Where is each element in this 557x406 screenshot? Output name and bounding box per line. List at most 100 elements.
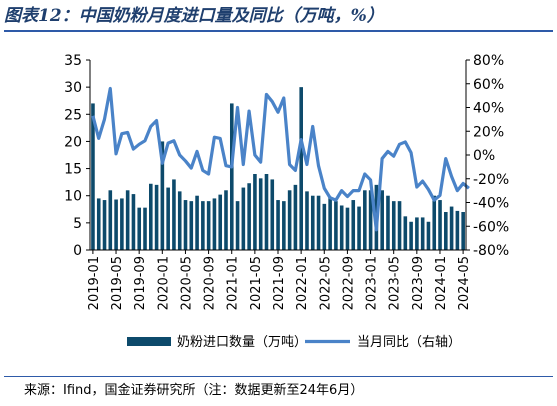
line-series-group — [91, 86, 470, 232]
bar — [177, 191, 182, 250]
chart: 0 5 10 15 20 25 30 35 -80% -60% -40% -20% 0% 20% 40% 60… — [64, 53, 509, 350]
right-tick-label: -40% — [473, 196, 509, 212]
x-tick-label: 2024-05 — [457, 256, 472, 310]
bar — [206, 201, 211, 250]
yoy-line — [91, 86, 470, 232]
x-tick-label: 2022-05 — [318, 256, 333, 310]
left-tick-label: 0 — [73, 243, 82, 259]
right-tick-label: -80% — [473, 243, 509, 259]
bar — [420, 217, 425, 250]
bar — [339, 205, 344, 250]
right-tick-label: 20% — [473, 124, 504, 140]
bar — [316, 195, 321, 250]
bar — [305, 191, 309, 250]
bar — [189, 201, 194, 250]
x-tick-label: 2019-05 — [110, 256, 125, 310]
bar — [172, 179, 176, 250]
bar — [166, 187, 170, 250]
x-tick-label: 2019-01 — [87, 256, 102, 310]
x-tick-label: 2021-09 — [272, 256, 287, 310]
bar — [403, 216, 408, 250]
legend-bar-swatch — [127, 337, 171, 346]
bar — [120, 198, 124, 250]
bar — [270, 179, 275, 250]
bar — [96, 198, 101, 250]
bar — [125, 190, 130, 250]
x-tick-label: 2023-01 — [365, 256, 380, 310]
left-tick-label: 30 — [64, 80, 82, 96]
bar — [415, 217, 419, 250]
x-tick-label: 2021-01 — [226, 256, 241, 310]
bar — [380, 190, 384, 250]
left-tick-label: 10 — [64, 189, 82, 205]
bar — [426, 221, 431, 250]
left-tick-label: 35 — [64, 53, 82, 69]
bar — [235, 201, 240, 250]
legend-bar-label: 奶粉进口数量（万吨） — [177, 335, 307, 350]
bar — [391, 201, 396, 250]
bar — [455, 210, 460, 250]
bar — [299, 87, 303, 250]
x-tick-label: 2020-05 — [179, 256, 194, 310]
x-tick-label: 2024-01 — [434, 256, 449, 310]
bar — [224, 190, 228, 250]
bar — [229, 103, 234, 251]
right-tick-label: 40% — [473, 101, 504, 117]
bar — [334, 201, 338, 250]
source-note: 来源：Ifind，国金证券研究所（注：数据更新至24年6月） — [24, 383, 364, 398]
x-tick-label: 2022-09 — [341, 256, 356, 310]
bar — [108, 190, 113, 250]
bar — [131, 194, 136, 250]
bar — [247, 183, 251, 250]
bar — [363, 190, 367, 250]
right-tick-label: -20% — [473, 172, 509, 188]
bar — [328, 196, 332, 250]
bar — [287, 190, 292, 250]
right-tick-label: 0% — [473, 148, 495, 164]
bar — [357, 206, 361, 250]
bar — [345, 207, 350, 250]
x-tick-label: 2020-09 — [203, 256, 218, 310]
legend: 奶粉进口数量（万吨） 当月同比（右轴） — [127, 335, 461, 350]
bar — [322, 203, 327, 250]
figure-title: 图表12：中国奶粉月度进口量及同比（万吨，%） — [4, 6, 384, 26]
bar — [386, 195, 390, 250]
left-tick-label: 15 — [64, 162, 82, 178]
x-tick-label: 2021-05 — [249, 256, 264, 310]
bar — [438, 200, 442, 250]
bar — [91, 103, 95, 251]
right-tick-label: 80% — [473, 53, 504, 69]
bar — [183, 200, 188, 250]
bar — [102, 200, 107, 250]
bar — [258, 178, 263, 250]
bar — [276, 200, 280, 250]
bar — [397, 201, 402, 250]
bar — [212, 198, 217, 250]
bar — [143, 207, 147, 250]
axes: 0 5 10 15 20 25 30 35 -80% -60% -40% -20% 0% 20% 40% 60… — [64, 53, 509, 310]
x-tick-label: 2019-09 — [133, 256, 148, 310]
bar — [195, 195, 199, 250]
left-tick-label: 25 — [64, 107, 82, 123]
bar — [293, 184, 298, 250]
legend-line-label: 当月同比（右轴） — [357, 335, 461, 350]
bar — [253, 174, 257, 250]
bar — [149, 183, 153, 250]
bar — [368, 190, 373, 250]
bar — [160, 141, 165, 250]
right-tick-label: -60% — [473, 219, 509, 235]
bar — [310, 195, 315, 250]
bar — [432, 195, 437, 250]
right-tick-label: 60% — [473, 77, 504, 93]
bar — [241, 187, 246, 250]
bar — [444, 212, 448, 250]
bar — [154, 184, 159, 250]
footer-divider — [4, 376, 553, 377]
bar — [449, 206, 454, 250]
x-tick-label: 2022-01 — [295, 256, 310, 310]
bar — [201, 201, 205, 250]
x-tick-label: 2023-09 — [411, 256, 426, 310]
bar — [137, 207, 142, 250]
bar — [218, 194, 223, 250]
left-tick-label: 20 — [64, 134, 82, 150]
